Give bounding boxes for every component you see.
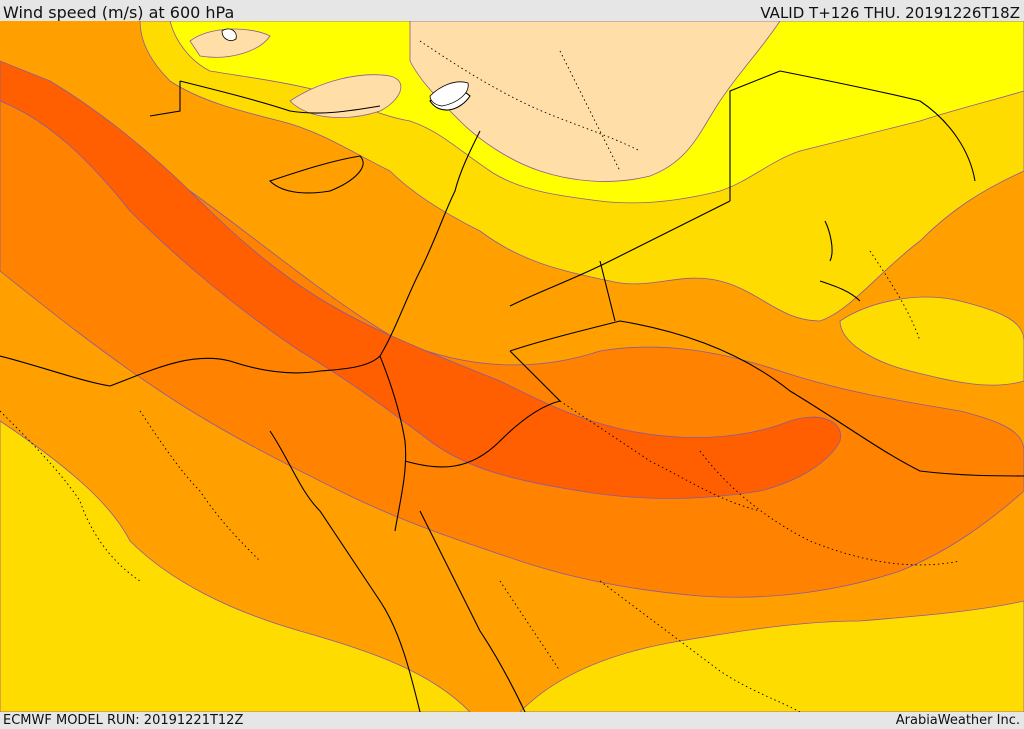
internal-borders (0, 40, 961, 712)
credit: ArabiaWeather Inc. (895, 713, 1020, 728)
wind-band-east-gold (839, 296, 1024, 386)
header-bar: Wind speed (m/s) at 600 hPa VALID T+126 … (0, 0, 1024, 22)
map-title: Wind speed (m/s) at 600 hPa (3, 3, 235, 22)
wind-band-sw-yellow (0, 420, 471, 712)
wind-band-north-tan (409, 21, 781, 182)
wind-band-se-gold (519, 600, 1024, 712)
footer-bar: ECMWF MODEL RUN: 20191221T12Z ArabiaWeat… (0, 712, 1024, 729)
valid-time: VALID T+126 THU. 20191226T18Z (760, 4, 1020, 22)
wind-band-north-tan-3 (189, 28, 271, 58)
wind-speed-map[interactable] (0, 21, 1024, 712)
wind-band-high (0, 60, 841, 499)
water-body-2 (221, 28, 237, 41)
water-body (429, 81, 469, 107)
model-run: ECMWF MODEL RUN: 20191221T12Z (3, 713, 244, 728)
